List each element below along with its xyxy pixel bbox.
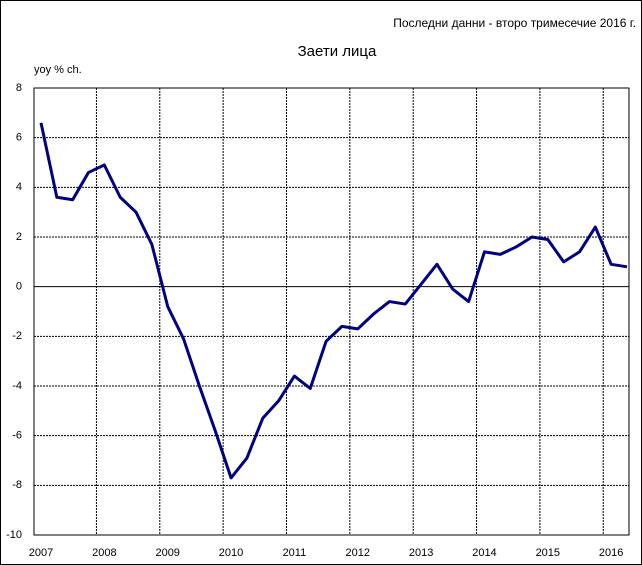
y-tick-label: 2 — [16, 231, 22, 243]
y-tick-label: -2 — [12, 330, 22, 342]
x-tick-label: 2013 — [409, 547, 433, 559]
chart-title: Заети лица — [298, 43, 377, 60]
y-tick-label: -6 — [12, 430, 22, 442]
x-tick-label: 2012 — [346, 547, 370, 559]
y-tick-label: -10 — [6, 529, 22, 541]
x-tick-label: 2011 — [283, 547, 307, 559]
y-tick-label: 4 — [16, 181, 22, 193]
x-tick-label: 2015 — [536, 547, 560, 559]
y-tick-label: 6 — [16, 132, 22, 144]
x-tick-label: 2008 — [92, 547, 116, 559]
x-tick-label: 2016 — [599, 547, 623, 559]
x-tick-label: 2007 — [29, 547, 53, 559]
y-tick-label: 8 — [16, 82, 22, 94]
plot-area — [33, 87, 630, 536]
y-tick-label: 0 — [16, 281, 22, 293]
x-tick-label: 2009 — [155, 547, 179, 559]
y-tick-label: -4 — [12, 380, 22, 392]
x-tick-label: 2010 — [219, 547, 243, 559]
x-tick-label: 2014 — [472, 547, 496, 559]
note: Последни данни - второ тримесечие 2016 г… — [393, 16, 636, 30]
line-series — [39, 122, 628, 480]
y-axis-label: yoy % ch. — [34, 64, 82, 76]
y-tick-label: -8 — [12, 479, 22, 491]
